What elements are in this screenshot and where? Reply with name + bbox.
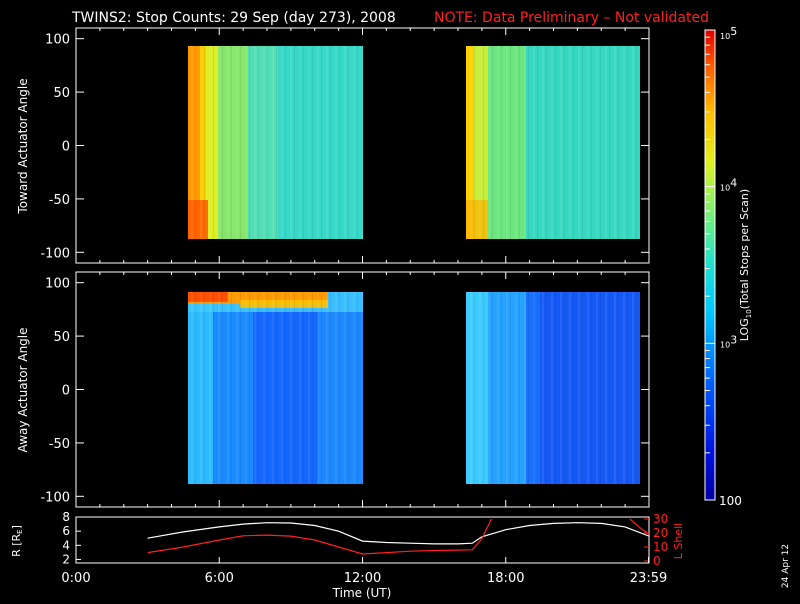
away-ytick-label: 50: [53, 330, 70, 345]
toward-ytick-label: 100: [45, 33, 70, 48]
toward-ytick-label: -100: [40, 246, 70, 261]
orbit-frame: [75, 516, 650, 564]
colorbar-gradient: [705, 30, 715, 500]
panel-toward: 100 50 0 -50 -100 Toward Actuator Angle: [16, 27, 650, 264]
toward-y-ticks: 100 50 0 -50 -100: [40, 28, 650, 263]
orbit-right-ylabel: L Shell: [672, 523, 685, 559]
away-heatmap-block-1: [188, 292, 363, 484]
toward-ytick-label: -50: [49, 193, 70, 208]
orbit-xtick-label: 23:59: [630, 571, 667, 586]
orbit-xtick-label: 0:00: [61, 571, 90, 586]
orbit-right-ytick-label: 0: [653, 554, 661, 568]
orbit-left-ylabel: R [RE]: [10, 525, 24, 557]
series-line-r: [147, 522, 649, 545]
orbit-right-ytick-label: 10: [653, 540, 668, 554]
colorbar-label: LOG10(Total Stops per Scan): [738, 189, 753, 341]
away-ytick-label: 0: [62, 384, 70, 399]
orbit-xtick-label: 18:00: [487, 571, 524, 586]
away-y-ticks: 100 50 0 -50 -100: [40, 272, 650, 507]
toward-heatmap-block-2: [466, 46, 640, 239]
toward-ylabel: Toward Actuator Angle: [16, 78, 30, 214]
preliminary-note: NOTE: Data Preliminary – Not validated: [434, 10, 709, 26]
orbit-left-ytick-label: 6: [62, 524, 70, 538]
away-ytick-label: -100: [40, 490, 70, 505]
series-line-lshell: [147, 518, 649, 555]
orbit-left-ytick-label: 8: [62, 510, 70, 524]
colorbar-tick-label: 103: [720, 333, 737, 349]
away-ytick-label: 100: [45, 277, 70, 292]
toward-ytick-label: 0: [62, 140, 70, 155]
orbit-lines: [147, 518, 649, 555]
orbit-xtick-label: 6:00: [205, 571, 234, 586]
orbit-xtick-label: 12:00: [344, 571, 381, 586]
x-axis-label: Time (UT): [332, 586, 392, 600]
orbit-left-ytick-label: 2: [62, 552, 70, 566]
away-heatmap-block-2: [466, 292, 640, 484]
orbit-left-ytick-label: 4: [62, 538, 70, 552]
colorbar-max-label: 105: [720, 25, 737, 41]
colorbar-ticks: 104 103: [705, 36, 737, 501]
orbit-right-ytick-label: 30: [653, 512, 668, 526]
panel-away: 100 50 0 -50 -100 Away Actuator Angle: [16, 271, 650, 508]
orbit-right-ytick-label: 20: [653, 526, 668, 540]
colorbar: 104 103 100 105 LOG10(Total Stops per Sca…: [704, 25, 753, 508]
date-stamp: 24 Apr 12: [781, 544, 791, 588]
figure-title: TWINS2: Stop Counts: 29 Sep (day 273), 2…: [71, 10, 396, 26]
toward-ytick-label: 50: [53, 86, 70, 101]
colorbar-tick-label: 104: [720, 177, 737, 193]
toward-heatmap-block-1: [188, 46, 363, 239]
away-ytick-label: -50: [49, 437, 70, 452]
away-ylabel: Away Actuator Angle: [16, 327, 30, 452]
colorbar-min-label: 100: [719, 494, 742, 508]
